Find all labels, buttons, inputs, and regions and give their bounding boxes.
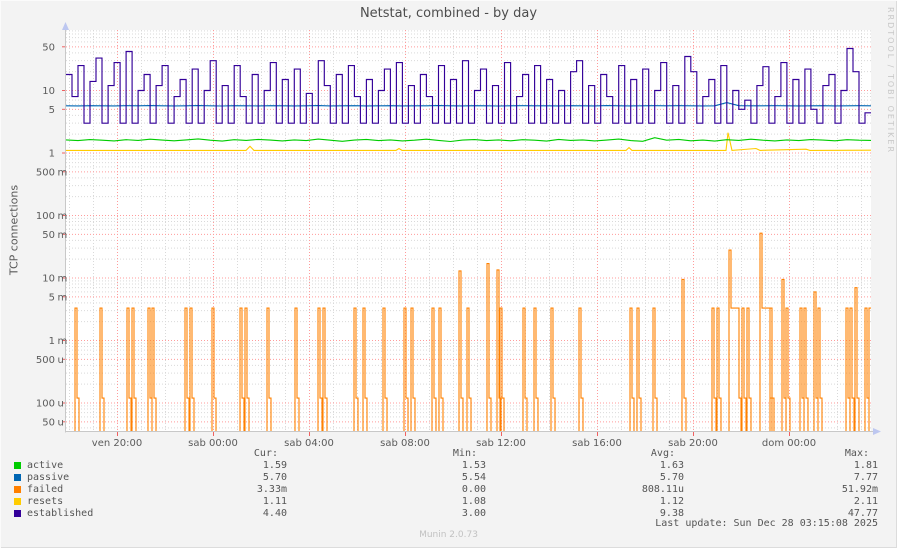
legend-label: passive [27,472,70,483]
legend-label: resets [27,496,64,507]
series-active [66,137,871,143]
legend-value-min: 0.00 [461,484,486,495]
y-tick-label: 1 [49,336,55,347]
legend-label: established [27,508,94,519]
legend-value-cur: 5.70 [262,472,287,483]
legend-row-failed: failed 3.33m 0.00 808.11u 51.92m [0,484,897,496]
y-axis-label: TCP connections [7,184,21,276]
y-axis-arrow-icon [62,22,69,30]
legend-value-avg: 5.70 [659,472,684,483]
last-update: Last update: Sun Dec 28 03:15:08 2025 [655,518,878,529]
legend-value-min: 5.54 [461,472,486,483]
legend-value-max: 51.92m [841,484,878,495]
x-tick-label: sab 08:00 [380,438,430,449]
legend-header-min: Min: [452,448,477,459]
legend-value-max: 2.11 [853,496,878,507]
y-tick-label: 1 [49,149,55,160]
legend-row-established: established 4.40 3.00 9.38 47.77 [0,508,897,520]
y-tick-label: 50 [42,42,55,53]
tick-marks [62,46,790,436]
axes [65,24,875,433]
legend-header-avg: Avg: [650,448,675,459]
legend-row-active: active 1.59 1.53 1.63 1.81 [0,460,897,472]
series-established [66,47,871,124]
passive-swatch [14,474,21,481]
munin-version: Munin 2.0.73 [419,530,478,540]
legend-label: failed [27,484,64,495]
y-tick-unit: m [58,336,68,347]
y-tick-label: 500 [36,355,55,366]
y-tick-unit: m [58,274,68,285]
legend-value-cur: 4.40 [262,508,287,519]
x-tick-label: dom 00:00 [762,438,816,449]
y-tick-label: 100 [36,399,55,410]
legend-value-min: 1.08 [461,496,486,507]
y-tick-unit: u [58,399,64,410]
established-swatch [14,510,21,517]
legend-value-min: 3.00 [461,508,486,519]
legend-value-avg: 9.38 [659,508,684,519]
active-swatch [14,462,21,469]
x-tick-label: sab 16:00 [572,438,622,449]
y-tick-label: 500 [36,167,55,178]
legend-row-passive: passive 5.70 5.54 5.70 7.77 [0,472,897,484]
y-tick-label: 5 [49,105,55,116]
y-tick-unit: u [58,417,64,428]
y-tick-unit: m [58,230,68,241]
legend-value-avg: 1.12 [659,496,684,507]
x-tick-label: sab 00:00 [188,438,238,449]
x-axis-arrow-icon [873,428,881,435]
x-tick-label: sab 20:00 [668,438,718,449]
legend-value-max: 47.77 [847,508,878,519]
series-resets [66,132,871,151]
legend-row-resets: resets 1.11 1.08 1.12 2.11 [0,496,897,508]
y-tick-unit: m [58,292,68,303]
x-tick-label: sab 12:00 [476,438,526,449]
y-tick-unit: u [58,355,64,366]
y-tick-label: 5 [49,292,55,303]
y-tick-label: 50 [42,230,55,241]
legend-value-cur: 3.33m [256,484,287,495]
legend-label: active [27,460,64,471]
series-failed [74,232,871,432]
y-tick-unit: m [58,211,68,222]
y-tick-label: 10 [42,86,55,97]
resets-swatch [14,498,21,505]
legend-header-max: Max: [844,448,869,459]
chart-title: Netstat, combined - by day [359,6,538,21]
legend-header-row: Cur: Min: Avg: Max: [0,448,897,460]
legend-value-avg: 808.11u [641,484,684,495]
x-tick-label: sab 04:00 [284,438,334,449]
legend-value-cur: 1.11 [262,496,287,507]
legend-value-max: 1.81 [853,460,878,471]
legend-value-min: 1.53 [461,460,486,471]
failed-swatch [14,486,21,493]
y-tick-label: 100 [36,211,55,222]
legend-value-avg: 1.63 [659,460,684,471]
y-tick-label: 50 [42,417,55,428]
legend-value-cur: 1.59 [262,460,287,471]
rrdtool-watermark: RRDTOOL / TOBI OETIKER [886,7,895,155]
y-tick-label: 10 [42,274,55,285]
series-group [66,47,871,432]
legend-header-cur: Cur: [253,448,278,459]
y-tick-unit: m [58,167,68,178]
x-tick-label: ven 20:00 [92,438,142,449]
legend-value-max: 7.77 [853,472,878,483]
